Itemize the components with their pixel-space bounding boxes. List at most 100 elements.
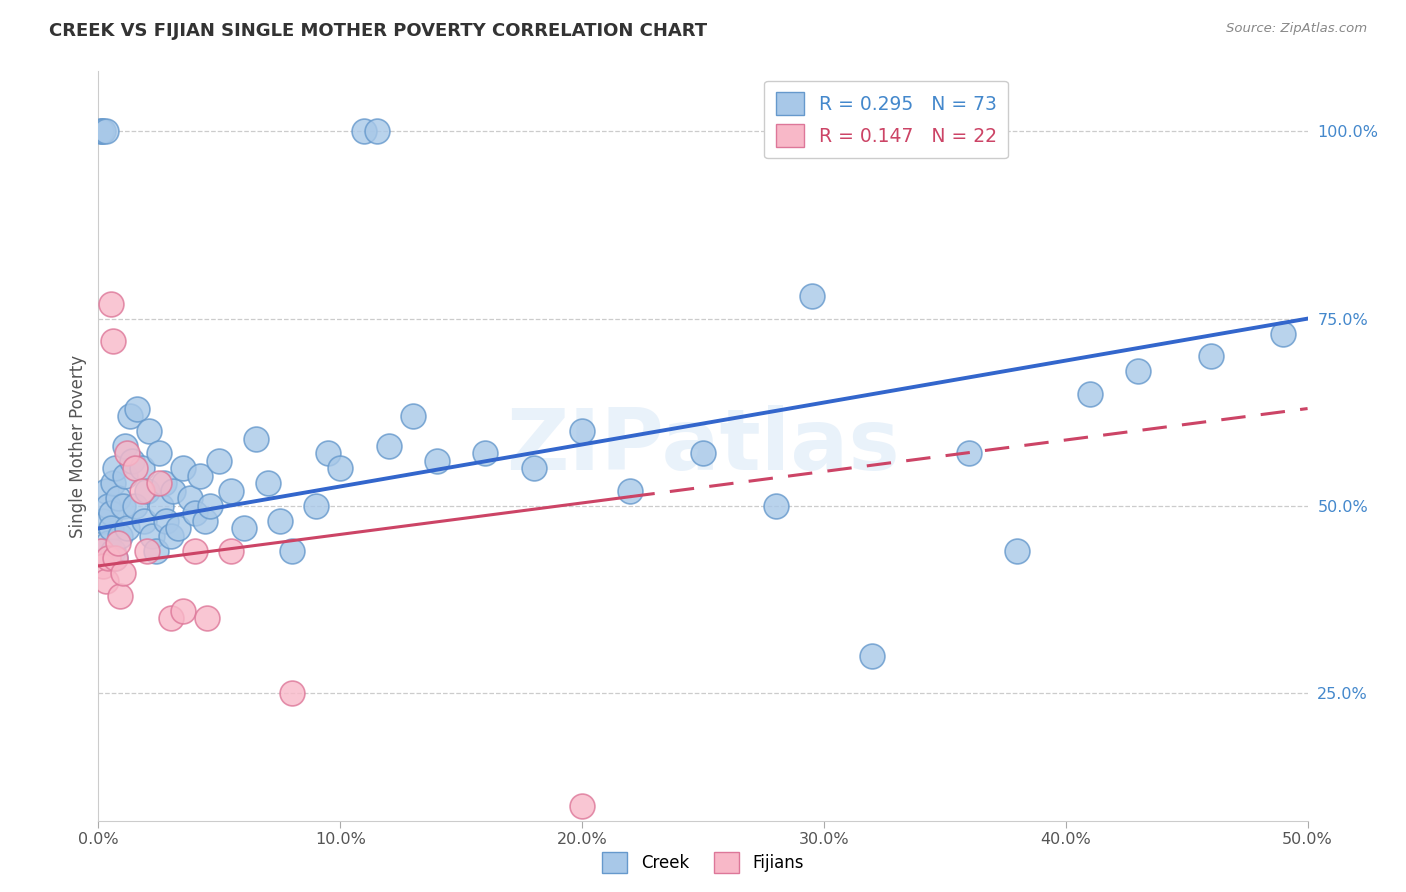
Point — [860, 648, 883, 663]
Point — [94, 124, 117, 138]
Point — [111, 566, 134, 581]
Point — [118, 409, 141, 423]
Point — [269, 514, 291, 528]
Point — [100, 296, 122, 310]
Point — [107, 536, 129, 550]
Point — [90, 124, 112, 138]
Point — [90, 544, 112, 558]
Point — [160, 611, 183, 625]
Point — [523, 461, 546, 475]
Point — [160, 529, 183, 543]
Point — [101, 334, 124, 348]
Point — [131, 461, 153, 475]
Point — [221, 483, 243, 498]
Point — [194, 514, 217, 528]
Legend: Creek, Fijians: Creek, Fijians — [596, 846, 810, 880]
Point — [692, 446, 714, 460]
Point — [619, 483, 641, 498]
Point — [121, 454, 143, 468]
Point — [167, 521, 190, 535]
Text: CREEK VS FIJIAN SINGLE MOTHER POVERTY CORRELATION CHART: CREEK VS FIJIAN SINGLE MOTHER POVERTY CO… — [49, 22, 707, 40]
Point — [195, 611, 218, 625]
Text: ZIPatlas: ZIPatlas — [506, 404, 900, 488]
Point — [117, 446, 139, 460]
Point — [127, 401, 149, 416]
Point — [107, 491, 129, 506]
Point — [114, 439, 136, 453]
Point — [135, 544, 157, 558]
Point — [245, 432, 267, 446]
Point — [104, 551, 127, 566]
Point — [208, 454, 231, 468]
Point — [281, 686, 304, 700]
Point — [571, 424, 593, 438]
Point — [131, 483, 153, 498]
Point — [256, 476, 278, 491]
Point — [94, 483, 117, 498]
Point — [90, 124, 112, 138]
Point — [800, 289, 823, 303]
Point — [141, 529, 163, 543]
Y-axis label: Single Mother Poverty: Single Mother Poverty — [69, 354, 87, 538]
Point — [172, 604, 194, 618]
Point — [135, 483, 157, 498]
Point — [162, 483, 184, 498]
Point — [117, 521, 139, 535]
Point — [138, 424, 160, 438]
Point — [1007, 544, 1029, 558]
Legend: R = 0.295   N = 73, R = 0.147   N = 22: R = 0.295 N = 73, R = 0.147 N = 22 — [765, 81, 1008, 159]
Point — [232, 521, 254, 535]
Point — [377, 439, 399, 453]
Point — [353, 124, 375, 138]
Point — [124, 461, 146, 475]
Point — [765, 499, 787, 513]
Point — [100, 521, 122, 535]
Point — [426, 454, 449, 468]
Point — [474, 446, 496, 460]
Point — [221, 544, 243, 558]
Point — [148, 476, 170, 491]
Point — [188, 469, 211, 483]
Point — [150, 499, 173, 513]
Point — [104, 551, 127, 566]
Point — [329, 461, 352, 475]
Point — [316, 446, 339, 460]
Point — [114, 469, 136, 483]
Point — [402, 409, 425, 423]
Point — [148, 446, 170, 460]
Point — [108, 589, 131, 603]
Point — [104, 461, 127, 475]
Point — [91, 514, 114, 528]
Point — [281, 544, 304, 558]
Point — [1078, 386, 1101, 401]
Point — [97, 499, 120, 513]
Point — [1199, 349, 1222, 363]
Point — [571, 798, 593, 813]
Point — [179, 491, 201, 506]
Point — [97, 551, 120, 566]
Point — [172, 461, 194, 475]
Point — [124, 499, 146, 513]
Point — [101, 476, 124, 491]
Point — [957, 446, 980, 460]
Point — [91, 124, 114, 138]
Point — [90, 544, 112, 558]
Point — [198, 499, 221, 513]
Point — [305, 499, 328, 513]
Point — [155, 514, 177, 528]
Point — [94, 574, 117, 588]
Text: Source: ZipAtlas.com: Source: ZipAtlas.com — [1226, 22, 1367, 36]
Point — [91, 558, 114, 573]
Point — [97, 536, 120, 550]
Point — [101, 544, 124, 558]
Point — [134, 514, 156, 528]
Point — [152, 476, 174, 491]
Point — [111, 499, 134, 513]
Point — [145, 544, 167, 558]
Point — [184, 544, 207, 558]
Point — [1128, 364, 1150, 378]
Point — [100, 507, 122, 521]
Point — [184, 507, 207, 521]
Point — [1272, 326, 1295, 341]
Point — [108, 529, 131, 543]
